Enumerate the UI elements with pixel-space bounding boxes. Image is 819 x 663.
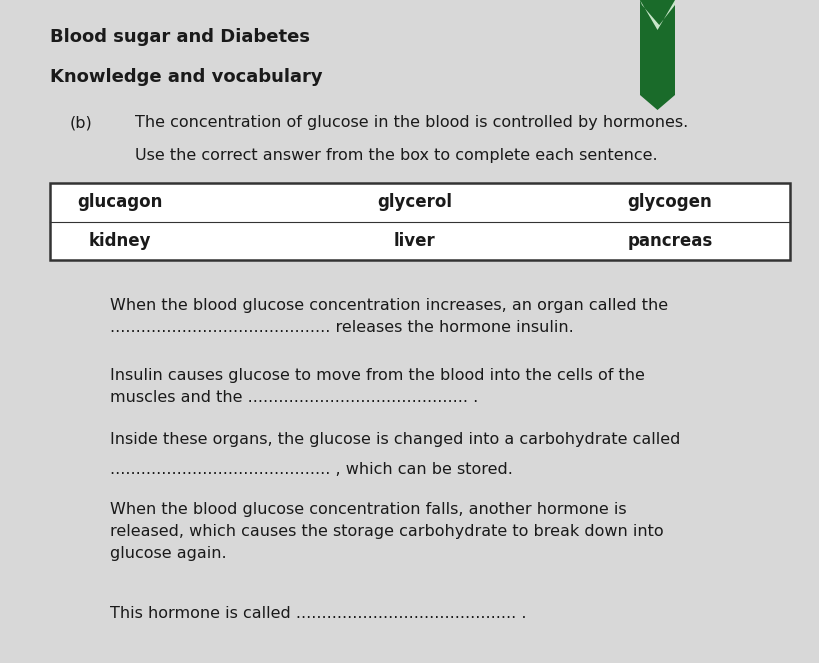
Text: Inside these organs, the glucose is changed into a carbohydrate called: Inside these organs, the glucose is chan… [110,432,680,447]
Text: This hormone is called ........................................... .: This hormone is called .................… [110,606,526,621]
Text: pancreas: pancreas [627,232,712,250]
Text: muscles and the ........................................... .: muscles and the ........................… [110,390,477,405]
Text: When the blood glucose concentration increases, an organ called the: When the blood glucose concentration inc… [110,298,667,313]
Text: Insulin causes glucose to move from the blood into the cells of the: Insulin causes glucose to move from the … [110,368,644,383]
Polygon shape [639,0,674,30]
Text: The concentration of glucose in the blood is controlled by hormones.: The concentration of glucose in the bloo… [135,115,687,130]
FancyBboxPatch shape [50,183,789,260]
Text: glycerol: glycerol [377,193,452,211]
Text: glycogen: glycogen [627,193,712,211]
Text: Blood sugar and Diabetes: Blood sugar and Diabetes [50,28,310,46]
Text: released, which causes the storage carbohydrate to break down into: released, which causes the storage carbo… [110,524,663,539]
Text: (b): (b) [70,115,93,130]
Text: glucagon: glucagon [77,193,162,211]
Text: Knowledge and vocabulary: Knowledge and vocabulary [50,68,322,86]
Text: When the blood glucose concentration falls, another hormone is: When the blood glucose concentration fal… [110,502,626,517]
Text: ........................................... releases the hormone insulin.: ........................................… [110,320,573,335]
Text: ........................................... , which can be stored.: ........................................… [110,462,512,477]
Polygon shape [639,0,674,110]
Text: Use the correct answer from the box to complete each sentence.: Use the correct answer from the box to c… [135,148,657,163]
Text: kidney: kidney [88,232,151,250]
Text: glucose again.: glucose again. [110,546,226,561]
Text: liver: liver [394,232,436,250]
